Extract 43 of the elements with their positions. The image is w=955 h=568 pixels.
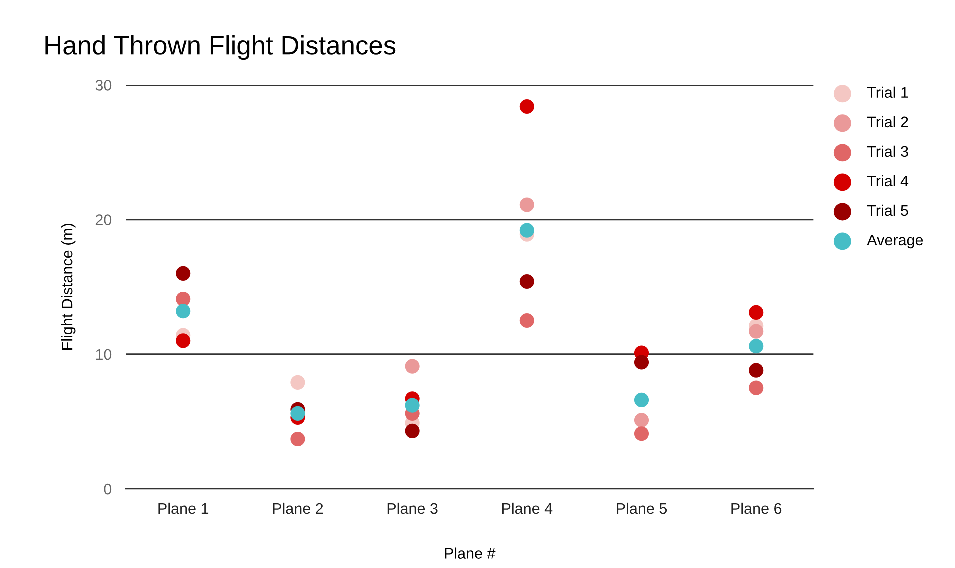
x-axis-title: Plane # [445, 548, 496, 559]
x-tick-label: Plane 6 [732, 502, 782, 514]
point [749, 380, 764, 396]
point [520, 313, 534, 328]
x-tick-label: Plane 4 [502, 502, 553, 514]
legend-label: Trial 1 [867, 86, 908, 98]
legend-label: Trial 5 [867, 204, 908, 216]
point [290, 432, 306, 447]
point [520, 274, 534, 290]
point [634, 413, 650, 428]
point [634, 355, 650, 370]
y-tick-label: 0 [104, 484, 112, 495]
point [176, 292, 191, 307]
point [520, 223, 534, 238]
point [176, 334, 191, 348]
point [405, 398, 420, 413]
point [405, 359, 420, 374]
point [749, 324, 764, 339]
point [634, 392, 650, 408]
point [290, 406, 306, 421]
y-tick-label: 10 [96, 349, 112, 360]
point [634, 426, 650, 442]
x-tick-label: Plane 2 [273, 502, 324, 514]
y-tick-label: 30 [96, 80, 112, 91]
point [176, 304, 191, 319]
legend-label: Trial 4 [867, 175, 909, 187]
y-axis-title: Flight Distance (m) [61, 224, 76, 350]
legend-label: Average [867, 234, 924, 249]
y-tick-label: 20 [96, 214, 112, 226]
legend-label: Trial 3 [867, 146, 908, 158]
x-tick-label: Plane 1 [158, 502, 209, 514]
point [520, 99, 534, 114]
x-tick-label: Plane 5 [617, 502, 668, 514]
x-tick-label: Plane 3 [388, 502, 438, 514]
point [405, 424, 420, 438]
point [290, 375, 306, 390]
point [749, 363, 764, 378]
legend-label: Trial 2 [867, 116, 908, 128]
point [749, 339, 764, 354]
point [749, 305, 764, 320]
chart-title: Hand Thrown Flight Distances [46, 36, 396, 60]
point [176, 266, 191, 281]
point [520, 198, 534, 212]
